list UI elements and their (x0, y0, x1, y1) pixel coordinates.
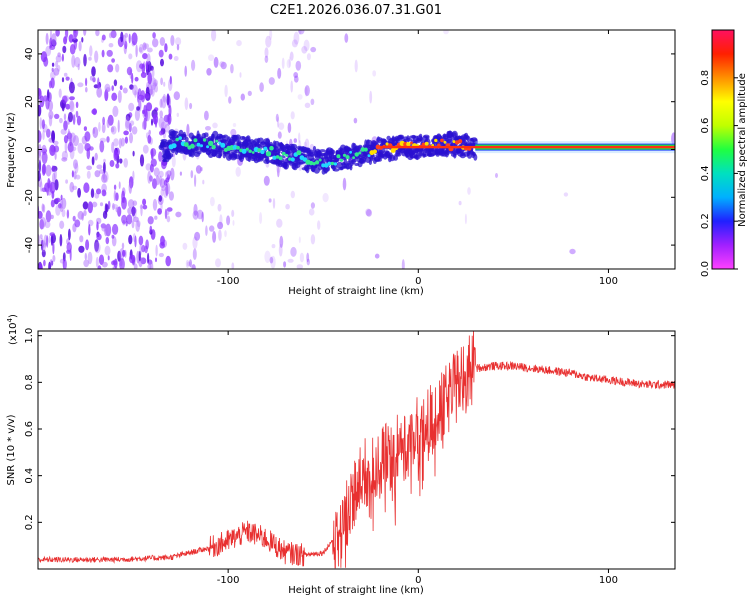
colorbar-gradient (712, 30, 734, 269)
spectrogram-y-tick-label: -40 (24, 237, 35, 253)
colorbar-tick-label: 0.8 (700, 70, 711, 86)
spectrogram-x-tick-label: 0 (415, 276, 421, 287)
colorbar-ticks: 0.0 0.2 0.4 0.6 0.8 (700, 70, 738, 277)
spectrogram-image (38, 30, 675, 269)
colorbar: 0.0 0.2 0.4 0.6 0.8 Normalized spectral ampl… (700, 29, 748, 277)
spectrogram-x-label: Height of straight line (km) (288, 286, 424, 297)
snr-x-tick-label: -100 (217, 575, 240, 586)
snr-frame (37, 330, 676, 570)
snr-y-label: SNR (10 * v/v) (6, 414, 17, 485)
colorbar-tick-label: 0.0 (700, 261, 711, 277)
carrier-core (380, 145, 675, 149)
snr-y-tick-label: 0.6 (24, 421, 35, 437)
colorbar-label: Normalized spectral amplitude (737, 73, 748, 227)
spectrogram-y-tick-label: 0 (24, 146, 35, 152)
snr-scale-label: (x104) (6, 314, 19, 345)
spectrogram-mid-intensity (168, 136, 472, 168)
spectrogram-y-tick-label: 40 (24, 48, 35, 61)
spectrogram-y-ticks: -40 -20 0 20 40 (24, 48, 675, 253)
colorbar-tick-label: 0.4 (700, 165, 711, 181)
snr-x-ticks: -100 0 100 (217, 331, 618, 586)
spectrogram-signal-band (158, 129, 479, 175)
spectrogram-x-tick-label: 100 (599, 276, 618, 287)
spectrogram-noise (38, 30, 675, 269)
snr-y-tick-label: 0.4 (24, 468, 35, 484)
snr-x-tick-label: 100 (599, 575, 618, 586)
colorbar-tick-label: 0.6 (700, 118, 711, 134)
snr-panel: -100 0 100 0.2 0.4 0.6 0.8 1.0 Height of strai… (6, 314, 676, 596)
spectrogram-x-tick-label: -100 (217, 276, 240, 287)
spectrogram-x-ticks: -100 0 100 (217, 30, 618, 287)
snr-y-tick-label: 1.0 (24, 328, 35, 344)
spectrogram-panel: -100 0 100 -40 -20 0 20 40 Height of straight … (6, 29, 676, 297)
figure-title: C2E1.2026.036.07.31.G01 (270, 3, 442, 18)
spectrogram-y-label: Frequency (Hz) (6, 112, 17, 188)
colorbar-tick-label: 0.2 (700, 213, 711, 229)
snr-y-ticks: 0.2 0.4 0.6 0.8 1.0 (24, 328, 675, 530)
snr-x-tick-label: 0 (415, 575, 421, 586)
snr-y-tick-label: 0.8 (24, 374, 35, 390)
spectrogram-y-tick-label: 20 (24, 95, 35, 108)
snr-x-label: Height of straight line (km) (288, 585, 424, 596)
snr-y-tick-label: 0.2 (24, 514, 35, 530)
colorbar-frame (711, 29, 735, 270)
spectrogram-y-tick-label: -20 (24, 189, 35, 205)
snr-line (38, 331, 675, 569)
